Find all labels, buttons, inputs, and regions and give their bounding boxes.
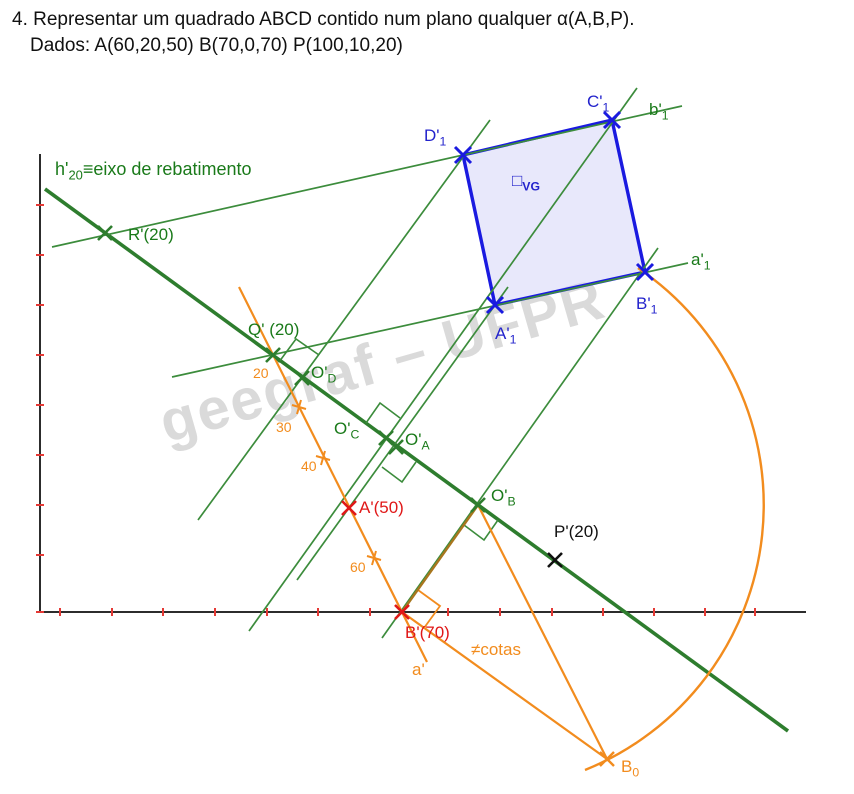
tick-cota-40 <box>315 450 331 466</box>
label-point-p-proj: P'(20) <box>554 522 599 541</box>
point-marker-a-proj <box>341 500 357 516</box>
line-a-projection <box>238 286 428 663</box>
line-a1-rebatted <box>171 262 689 378</box>
right-angle-ob <box>463 519 499 542</box>
label-point-q: Q' (20) <box>248 320 300 339</box>
point-marker-od <box>294 370 310 386</box>
hinge-line-h20 <box>43 187 790 733</box>
segment-bproj-ob-overlap <box>401 504 479 613</box>
perpendicular-through-c <box>248 87 638 632</box>
right-angle-oc <box>365 401 401 424</box>
right-angle-od <box>278 337 320 363</box>
perpendicular-through-d <box>197 119 491 521</box>
point-markers <box>97 110 655 767</box>
axes <box>36 154 806 616</box>
green-construction-lines <box>51 87 689 639</box>
point-marker-ob <box>470 497 486 513</box>
label-square-vg: □VG <box>512 171 540 194</box>
label-line-a-proj: a' <box>412 660 425 679</box>
y-axis-ticks <box>36 204 44 613</box>
point-marker-b-proj <box>394 604 410 620</box>
right-angle-oa <box>381 461 417 484</box>
label-hinge-axis: h'20≡eixo de rebatimento <box>55 159 252 183</box>
label-point-oa: O'A <box>405 430 430 453</box>
label-point-oc: O'C <box>334 419 360 442</box>
label-point-a1: A'1 <box>495 324 517 347</box>
label-cota-60: 60 <box>350 559 366 575</box>
x-axis-ticks <box>59 608 756 616</box>
tick-cota-60 <box>366 550 382 566</box>
point-marker-r <box>97 225 113 241</box>
label-point-od: O'D <box>311 363 337 386</box>
title-line-1: 4. Representar um quadrado ABCD contido … <box>12 9 635 30</box>
label-point-c1: C'1 <box>587 92 610 115</box>
segment-ob-b0 <box>477 504 608 760</box>
label-point-b0: B0 <box>621 757 640 780</box>
label-line-a1: a'1 <box>691 250 711 273</box>
point-marker-b1 <box>635 262 655 282</box>
point-marker-b0 <box>599 751 615 767</box>
label-point-b-proj: B'(70) <box>405 623 450 642</box>
tick-cota-30 <box>291 399 307 415</box>
point-marker-oa <box>388 439 404 455</box>
label-cota-30: 30 <box>276 419 292 435</box>
title-line-2: Dados: A(60,20,50) B(70,0,70) P(100,10,2… <box>30 35 403 56</box>
square-abcd-true-size <box>460 117 648 308</box>
line-b1-rebatted <box>51 105 683 248</box>
right-angle-marks <box>278 337 499 629</box>
point-marker-d1 <box>453 145 473 165</box>
label-cota-20: 20 <box>253 365 269 381</box>
label-point-d1: D'1 <box>424 126 447 149</box>
point-marker-q <box>265 347 281 363</box>
right-angle-b-proj <box>417 589 442 629</box>
point-marker-p-proj <box>547 552 563 568</box>
label-line-b1: b'1 <box>649 100 669 123</box>
segment-bproj-b0-dif-cotas <box>401 611 608 760</box>
point-marker-c1 <box>602 110 622 130</box>
perpendicular-through-b <box>381 247 659 639</box>
label-point-a-proj: A'(50) <box>359 498 404 517</box>
orange-construction <box>238 267 765 772</box>
label-cota-40: 40 <box>301 458 317 474</box>
rebatimento-arc <box>584 267 765 772</box>
point-marker-a1 <box>485 295 505 315</box>
perpendicular-through-a <box>296 286 509 581</box>
label-dif-cotas: ≠cotas <box>471 640 521 659</box>
label-point-ob: O'B <box>491 486 516 509</box>
label-point-r: R'(20) <box>128 225 174 244</box>
label-point-b1: B'1 <box>636 294 658 317</box>
